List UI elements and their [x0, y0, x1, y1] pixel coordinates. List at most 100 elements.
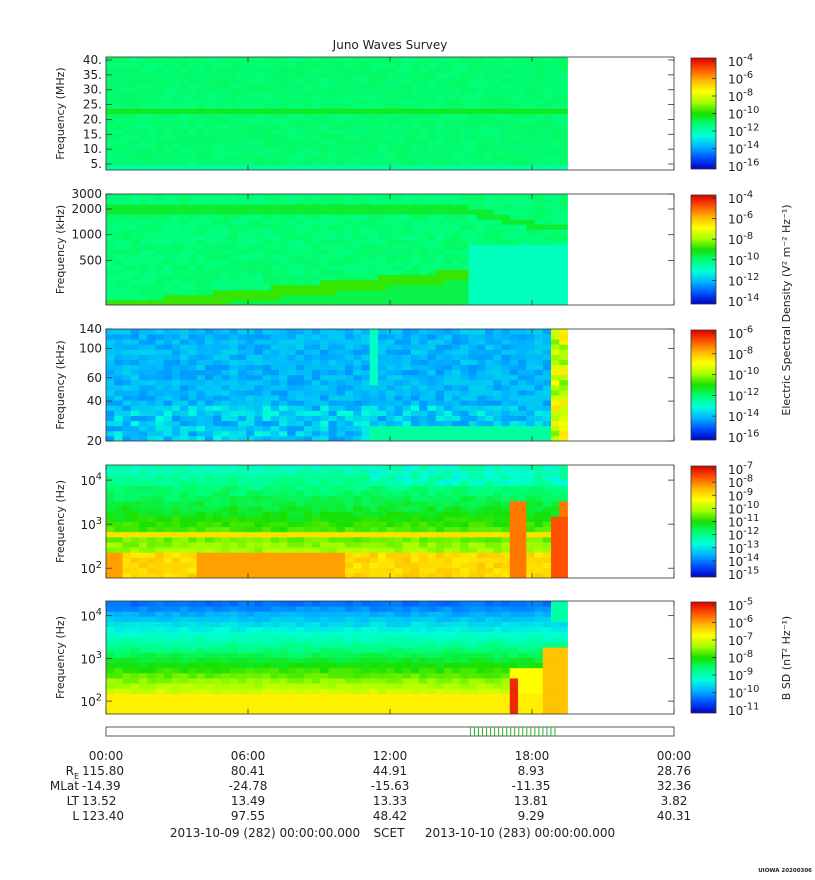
y-tick-label: 25.: [83, 98, 102, 112]
spectrogram-cell: [213, 557, 222, 563]
spectrogram-cell: [526, 334, 535, 340]
spectrogram-cell: [237, 490, 247, 497]
spectrogram-cell: [493, 385, 502, 391]
spectrogram-cell: [246, 495, 255, 502]
spectrogram-cell: [246, 521, 255, 528]
spectrogram-cell: [114, 410, 123, 416]
spectrogram-cell: [171, 495, 181, 502]
spectrogram-cell: [361, 572, 371, 578]
spectrogram-cell: [287, 374, 296, 381]
spectrogram-cell: [377, 572, 387, 578]
spectrogram-cell: [542, 385, 552, 391]
spectrogram-cell: [138, 547, 148, 553]
spectrogram-cell: [435, 379, 445, 386]
spectrogram-cell: [485, 374, 494, 381]
spectrogram-cell: [114, 234, 123, 240]
spectrogram-cell: [196, 259, 206, 266]
spectrogram-cell: [410, 410, 420, 416]
spectrogram-cell: [287, 405, 296, 411]
spectrogram-cell: [312, 390, 321, 396]
spectrogram-cell: [402, 390, 412, 396]
spectrogram-cell: [196, 542, 206, 548]
spectrogram-cell: [204, 425, 214, 432]
spectrogram-cell: [410, 294, 420, 301]
spectrogram-cell: [336, 521, 346, 528]
spectrogram-cell: [460, 108, 470, 114]
spectrogram-cell: [229, 254, 239, 260]
spectrogram-cell: [394, 239, 404, 245]
spectrogram-cell: [410, 395, 420, 401]
spectrogram-cell: [262, 204, 272, 210]
spectrogram-cell: [328, 531, 338, 538]
spectrogram-cell: [435, 542, 445, 548]
spectrogram-cell: [501, 289, 511, 296]
spectrogram-cell: [171, 77, 181, 84]
spectrogram-cell: [542, 204, 552, 210]
spectrogram-cell: [443, 547, 453, 553]
spectrogram-cell: [435, 159, 445, 166]
spectrogram-cell: [402, 239, 412, 245]
spectrogram-cell: [485, 249, 494, 255]
spectrogram-cell: [336, 385, 346, 391]
spectrogram-cell: [518, 234, 527, 240]
spectrogram-cell: [221, 219, 231, 225]
spectrogram-cell: [213, 490, 222, 497]
spectrogram-cell: [542, 92, 552, 99]
spectrogram-cell: [336, 92, 346, 99]
spectrogram-cell: [485, 435, 494, 441]
spectrogram-cell: [246, 244, 255, 250]
spectrogram-cell: [188, 400, 198, 406]
spectrogram-cell: [130, 209, 140, 215]
spectrogram-cell: [509, 395, 519, 401]
spectrogram-cell: [369, 259, 379, 266]
spectrogram-cell: [138, 557, 148, 563]
spectrogram-cell: [485, 557, 494, 563]
spectrogram-cell: [163, 344, 173, 350]
spectrogram-cell: [171, 67, 181, 73]
spectrogram-cell: [485, 359, 494, 366]
spectrogram-cell: [386, 299, 395, 305]
spectrogram-cell: [509, 480, 519, 486]
spectrogram-cell: [377, 82, 387, 89]
spectrogram-cell: [130, 475, 140, 481]
spectrogram-cell: [468, 259, 478, 266]
spectrogram-cell: [353, 244, 362, 250]
spectrogram-cell: [106, 199, 115, 205]
spectrogram-cell: [204, 108, 214, 114]
spectrogram-cell: [344, 57, 354, 63]
spectrogram-cell: [361, 536, 371, 543]
spectrogram-cell: [427, 329, 437, 335]
spectrogram-cell: [526, 87, 535, 94]
spectrogram-cell: [180, 289, 189, 296]
spectrogram-cell: [485, 344, 494, 350]
spectrogram-cell: [336, 239, 346, 245]
spectrogram-cell: [353, 490, 362, 497]
spectrogram-cell: [114, 239, 123, 245]
spectrogram-cell: [254, 395, 263, 401]
spectrogram-cell: [410, 542, 420, 548]
spectrogram-cell: [196, 77, 206, 84]
spectrogram-cell: [386, 349, 395, 355]
spectrogram-cell: [254, 164, 263, 170]
spectrogram-cell: [460, 214, 470, 220]
spectrogram-cell: [559, 103, 568, 109]
spectrogram-cell: [287, 209, 296, 215]
spectrogram-cell: [394, 274, 404, 281]
spectrogram-cell: [246, 274, 255, 281]
spectrogram-cell: [180, 562, 189, 569]
spectrogram-cell: [410, 214, 420, 220]
spectrogram-cell: [410, 62, 420, 68]
spectrogram-cell: [336, 214, 346, 220]
spectrogram-cell: [196, 567, 206, 574]
spectrogram-cell: [460, 430, 470, 437]
spectrogram-cell: [221, 108, 231, 114]
spectrogram-cell: [386, 259, 395, 266]
spectrogram-cell: [361, 269, 371, 276]
spectrogram-cell: [468, 123, 478, 130]
spectrogram-cell: [213, 149, 222, 155]
spectrogram-cell: [526, 98, 535, 104]
spectrogram-cell: [419, 490, 428, 497]
spectrogram-cell: [163, 435, 173, 441]
spectrogram-cell: [468, 62, 478, 68]
spectrogram-cell: [130, 400, 140, 406]
